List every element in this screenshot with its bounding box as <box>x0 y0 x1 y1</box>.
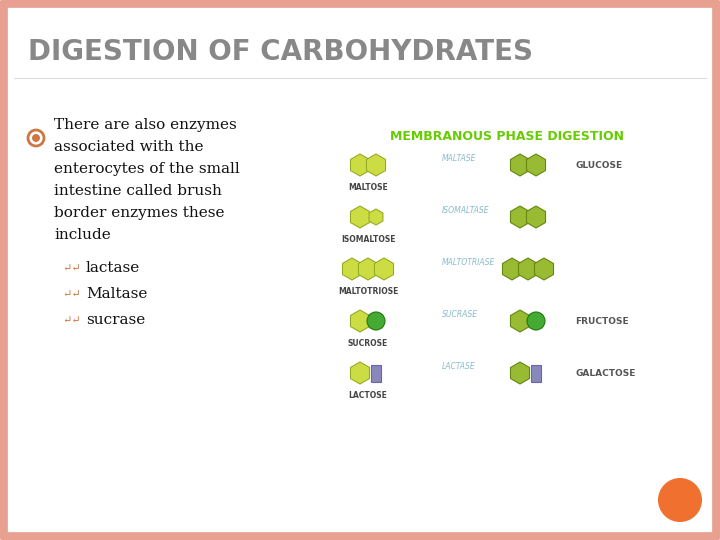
Polygon shape <box>503 258 521 280</box>
Text: MALTOTRIASE: MALTOTRIASE <box>442 258 495 267</box>
Text: ISOMALTOSE: ISOMALTOSE <box>341 235 395 244</box>
Polygon shape <box>510 154 529 176</box>
Text: ISOMALTASE: ISOMALTASE <box>442 206 490 215</box>
Polygon shape <box>526 206 546 228</box>
Polygon shape <box>518 258 538 280</box>
Text: There are also enzymes: There are also enzymes <box>54 118 237 132</box>
Text: sucrase: sucrase <box>86 313 145 327</box>
Polygon shape <box>510 310 529 332</box>
Polygon shape <box>374 258 394 280</box>
Polygon shape <box>343 258 361 280</box>
Text: MALTOTRIOSE: MALTOTRIOSE <box>338 287 398 296</box>
Text: ↵↵: ↵↵ <box>62 315 81 325</box>
Polygon shape <box>366 154 385 176</box>
Text: lactase: lactase <box>86 261 140 275</box>
Circle shape <box>527 312 545 330</box>
Polygon shape <box>351 362 369 384</box>
FancyBboxPatch shape <box>3 3 717 537</box>
Polygon shape <box>351 206 369 228</box>
Text: include: include <box>54 228 111 242</box>
Text: GALACTOSE: GALACTOSE <box>575 368 635 377</box>
Text: SUCROSE: SUCROSE <box>348 339 388 348</box>
Text: SUCRASE: SUCRASE <box>442 310 478 319</box>
Text: MEMBRANOUS PHASE DIGESTION: MEMBRANOUS PHASE DIGESTION <box>390 130 624 143</box>
FancyBboxPatch shape <box>371 364 381 381</box>
Circle shape <box>367 312 385 330</box>
Text: DIGESTION OF CARBOHYDRATES: DIGESTION OF CARBOHYDRATES <box>28 38 533 66</box>
Text: intestine called brush: intestine called brush <box>54 184 222 198</box>
Text: border enzymes these: border enzymes these <box>54 206 225 220</box>
Text: LACTOSE: LACTOSE <box>348 391 387 400</box>
Polygon shape <box>369 209 383 225</box>
Circle shape <box>32 134 40 142</box>
Text: LACTASE: LACTASE <box>442 362 476 371</box>
Text: MALTASE: MALTASE <box>442 154 477 163</box>
Polygon shape <box>510 362 529 384</box>
Text: enterocytes of the small: enterocytes of the small <box>54 162 240 176</box>
Polygon shape <box>351 154 369 176</box>
Text: MALTOSE: MALTOSE <box>348 183 388 192</box>
FancyBboxPatch shape <box>531 364 541 381</box>
Polygon shape <box>534 258 554 280</box>
Text: GLUCOSE: GLUCOSE <box>575 160 622 170</box>
Text: FRUCTOSE: FRUCTOSE <box>575 316 629 326</box>
Polygon shape <box>359 258 377 280</box>
Text: ↵↵: ↵↵ <box>62 263 81 273</box>
Polygon shape <box>526 154 546 176</box>
Polygon shape <box>510 206 529 228</box>
Text: Maltase: Maltase <box>86 287 148 301</box>
Circle shape <box>658 478 702 522</box>
Text: ↵↵: ↵↵ <box>62 289 81 299</box>
Text: associated with the: associated with the <box>54 140 204 154</box>
Polygon shape <box>351 310 369 332</box>
